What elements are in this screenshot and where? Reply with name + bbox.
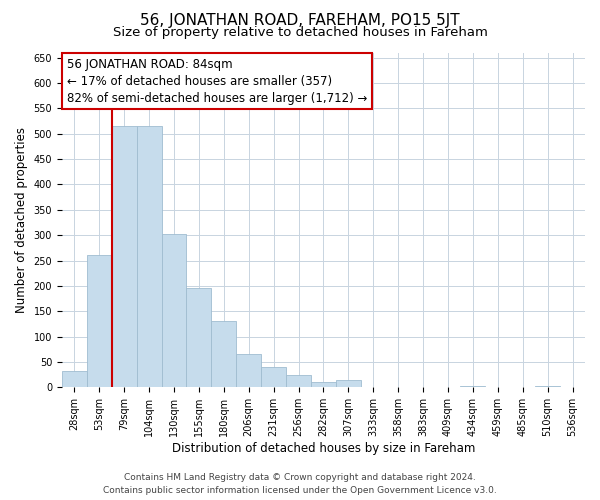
X-axis label: Distribution of detached houses by size in Fareham: Distribution of detached houses by size … (172, 442, 475, 455)
Bar (161, 234, 187, 388)
Bar (311, 382, 336, 388)
Bar (137, 126, 161, 388)
Bar (336, 380, 361, 388)
Text: Contains HM Land Registry data © Crown copyright and database right 2024.
Contai: Contains HM Land Registry data © Crown c… (103, 473, 497, 495)
Bar (87, 256, 112, 388)
Bar (211, 322, 236, 388)
Bar (286, 375, 311, 388)
Bar (112, 126, 137, 388)
Text: 56 JONATHAN ROAD: 84sqm
← 17% of detached houses are smaller (357)
82% of semi-d: 56 JONATHAN ROAD: 84sqm ← 17% of detache… (67, 58, 367, 104)
Bar (62, 370, 87, 388)
Bar (460, 386, 485, 388)
Text: 56, JONATHAN ROAD, FAREHAM, PO15 5JT: 56, JONATHAN ROAD, FAREHAM, PO15 5JT (140, 12, 460, 28)
Y-axis label: Number of detached properties: Number of detached properties (15, 127, 28, 313)
Bar (261, 367, 286, 388)
Text: Size of property relative to detached houses in Fareham: Size of property relative to detached ho… (113, 26, 487, 39)
Bar (535, 386, 560, 388)
Bar (187, 288, 211, 388)
Bar (236, 354, 261, 388)
